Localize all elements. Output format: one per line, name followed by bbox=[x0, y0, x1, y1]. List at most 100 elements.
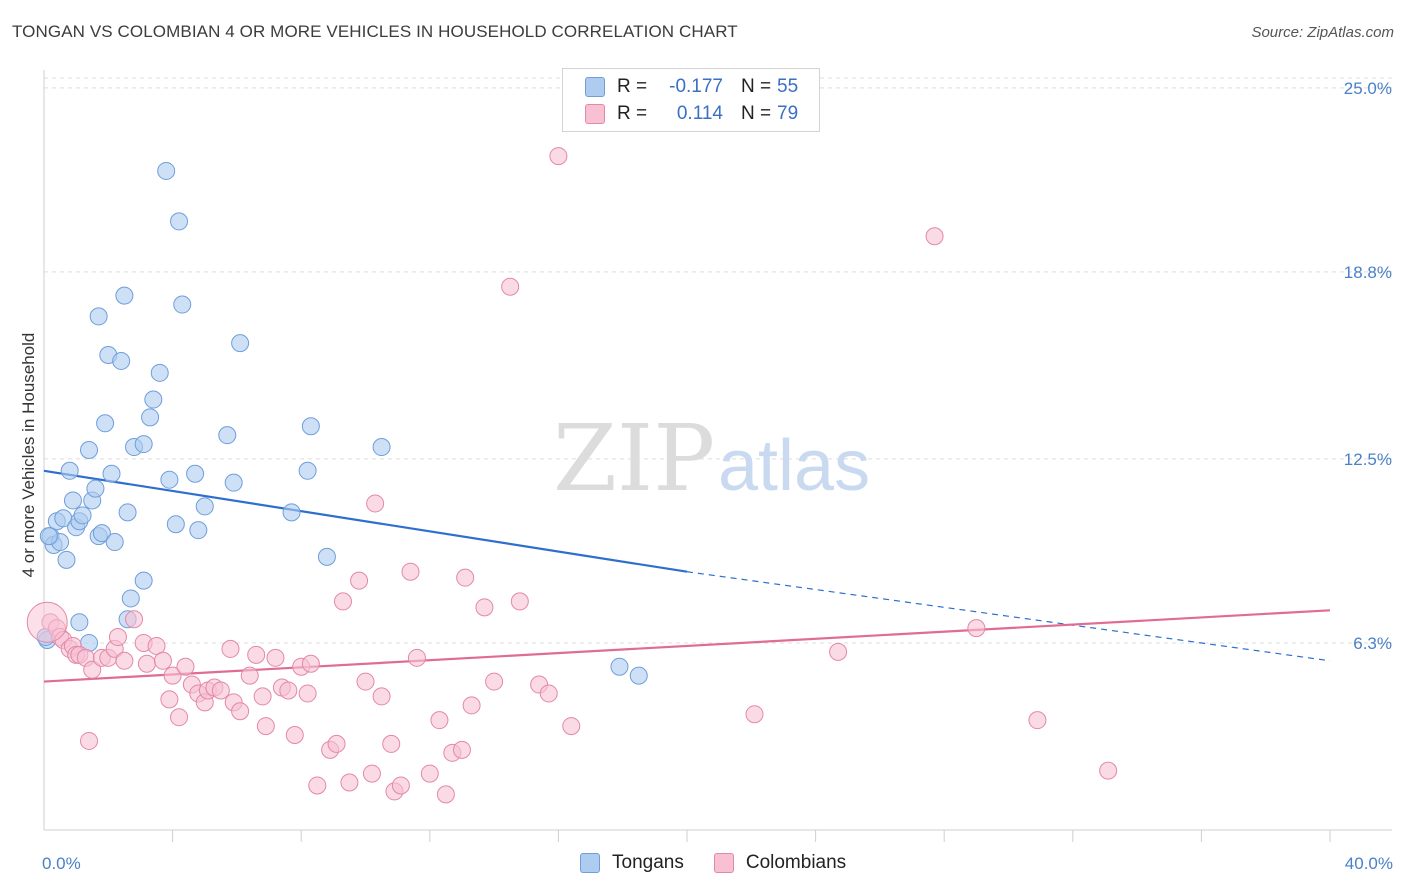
legend-swatch-colombians bbox=[585, 104, 605, 124]
point-colombians bbox=[340, 773, 359, 792]
point-tongans bbox=[39, 527, 58, 546]
x-tick-label-max: 40.0% bbox=[1345, 854, 1393, 873]
point-tongans bbox=[63, 491, 82, 510]
point-tongans bbox=[144, 390, 163, 409]
point-colombians bbox=[253, 687, 272, 706]
series-legend: Tongans Colombians bbox=[580, 852, 876, 874]
point-tongans bbox=[170, 212, 189, 231]
point-colombians bbox=[160, 690, 179, 709]
point-colombians bbox=[430, 711, 449, 730]
watermark-atlas: atlas bbox=[718, 426, 870, 506]
point-tongans bbox=[186, 464, 205, 483]
point-colombians bbox=[967, 619, 986, 638]
point-colombians bbox=[298, 684, 317, 703]
point-tongans bbox=[166, 515, 185, 534]
legend-n-value-tongans: 55 bbox=[777, 76, 799, 97]
legend-row-colombians: R = 0.114 N = 79 bbox=[585, 101, 798, 127]
point-tongans bbox=[118, 503, 137, 522]
trend-line-colombians bbox=[43, 609, 1331, 683]
point-colombians bbox=[1099, 761, 1118, 780]
point-colombians bbox=[539, 684, 558, 703]
point-tongans bbox=[141, 408, 160, 427]
legend-r-label: R = bbox=[617, 103, 648, 124]
point-tongans bbox=[134, 571, 153, 590]
point-colombians bbox=[221, 639, 240, 658]
point-colombians bbox=[1028, 711, 1047, 730]
point-colombians bbox=[308, 776, 327, 795]
point-colombians bbox=[510, 592, 529, 611]
axis-labels: 6.3% 12.5% 18.8% 25.0% 0.0% 40.0% 4 or more Ve… bbox=[19, 79, 1393, 873]
point-tongans bbox=[89, 307, 108, 326]
series-legend-tongans: Tongans bbox=[580, 852, 684, 874]
series-label-colombians: Colombians bbox=[745, 852, 847, 873]
point-tongans bbox=[195, 497, 214, 516]
data-points bbox=[26, 147, 1118, 804]
y-tick-label: 6.3% bbox=[1353, 634, 1392, 653]
point-colombians bbox=[745, 705, 764, 724]
point-colombians bbox=[256, 717, 275, 736]
point-tongans bbox=[189, 521, 208, 540]
point-tongans bbox=[80, 441, 99, 459]
point-colombians bbox=[285, 726, 304, 744]
point-tongans bbox=[150, 363, 169, 382]
point-colombians bbox=[829, 642, 848, 661]
point-tongans bbox=[301, 417, 320, 436]
point-colombians bbox=[407, 648, 426, 667]
point-tongans bbox=[102, 464, 121, 483]
point-colombians bbox=[356, 672, 375, 691]
point-colombians bbox=[327, 734, 346, 753]
trend-lines bbox=[43, 469, 1331, 683]
legend-n-value-colombians: 79 bbox=[777, 103, 799, 124]
point-colombians bbox=[366, 494, 385, 513]
point-tongans bbox=[57, 550, 76, 569]
point-colombians bbox=[452, 740, 471, 759]
point-colombians-large bbox=[26, 601, 68, 643]
y-axis-title: 4 or more Vehicles in Household bbox=[19, 333, 38, 578]
series-legend-colombians: Colombians bbox=[713, 852, 847, 874]
point-colombians bbox=[382, 734, 401, 753]
point-tongans bbox=[231, 334, 250, 353]
correlation-legend: R = -0.177 N = 55 R = 0.114 N = 79 bbox=[562, 68, 820, 132]
point-colombians bbox=[137, 654, 156, 673]
series-swatch-tongans bbox=[580, 853, 600, 873]
point-colombians bbox=[240, 666, 259, 685]
point-colombians bbox=[80, 731, 99, 750]
point-tongans bbox=[218, 426, 237, 445]
point-tongans bbox=[134, 435, 153, 454]
point-tongans bbox=[160, 470, 179, 489]
trend-line-tongans-extension bbox=[686, 571, 1331, 662]
point-tongans bbox=[317, 547, 336, 566]
series-swatch-colombians bbox=[713, 853, 734, 873]
point-tongans bbox=[70, 613, 89, 632]
y-tick-label: 18.8% bbox=[1344, 263, 1392, 282]
legend-n-label: N = bbox=[741, 103, 772, 124]
point-tongans bbox=[282, 503, 301, 522]
point-tongans bbox=[224, 473, 243, 492]
series-label-tongans: Tongans bbox=[612, 852, 684, 873]
point-tongans bbox=[73, 506, 92, 525]
point-colombians bbox=[170, 708, 189, 727]
point-colombians bbox=[333, 592, 352, 611]
point-tongans bbox=[115, 286, 134, 305]
point-tongans bbox=[60, 461, 79, 480]
point-colombians bbox=[108, 628, 127, 647]
point-colombians bbox=[231, 702, 250, 721]
point-tongans bbox=[121, 589, 140, 608]
legend-r-label: R = bbox=[617, 76, 648, 97]
legend-r-value-tongans: -0.177 bbox=[669, 76, 723, 97]
x-tick-label-min: 0.0% bbox=[42, 854, 81, 873]
point-colombians bbox=[211, 681, 230, 700]
point-colombians bbox=[925, 227, 944, 246]
point-colombians bbox=[125, 610, 144, 629]
point-colombians bbox=[266, 648, 285, 667]
point-colombians bbox=[549, 147, 568, 166]
point-tongans bbox=[173, 295, 192, 314]
legend-n-label: N = bbox=[741, 76, 772, 97]
point-colombians bbox=[456, 568, 475, 587]
grid-lines bbox=[44, 77, 1392, 644]
point-colombians bbox=[485, 672, 504, 691]
point-tongans bbox=[92, 524, 111, 543]
point-colombians bbox=[436, 785, 455, 804]
point-tongans bbox=[157, 161, 176, 180]
